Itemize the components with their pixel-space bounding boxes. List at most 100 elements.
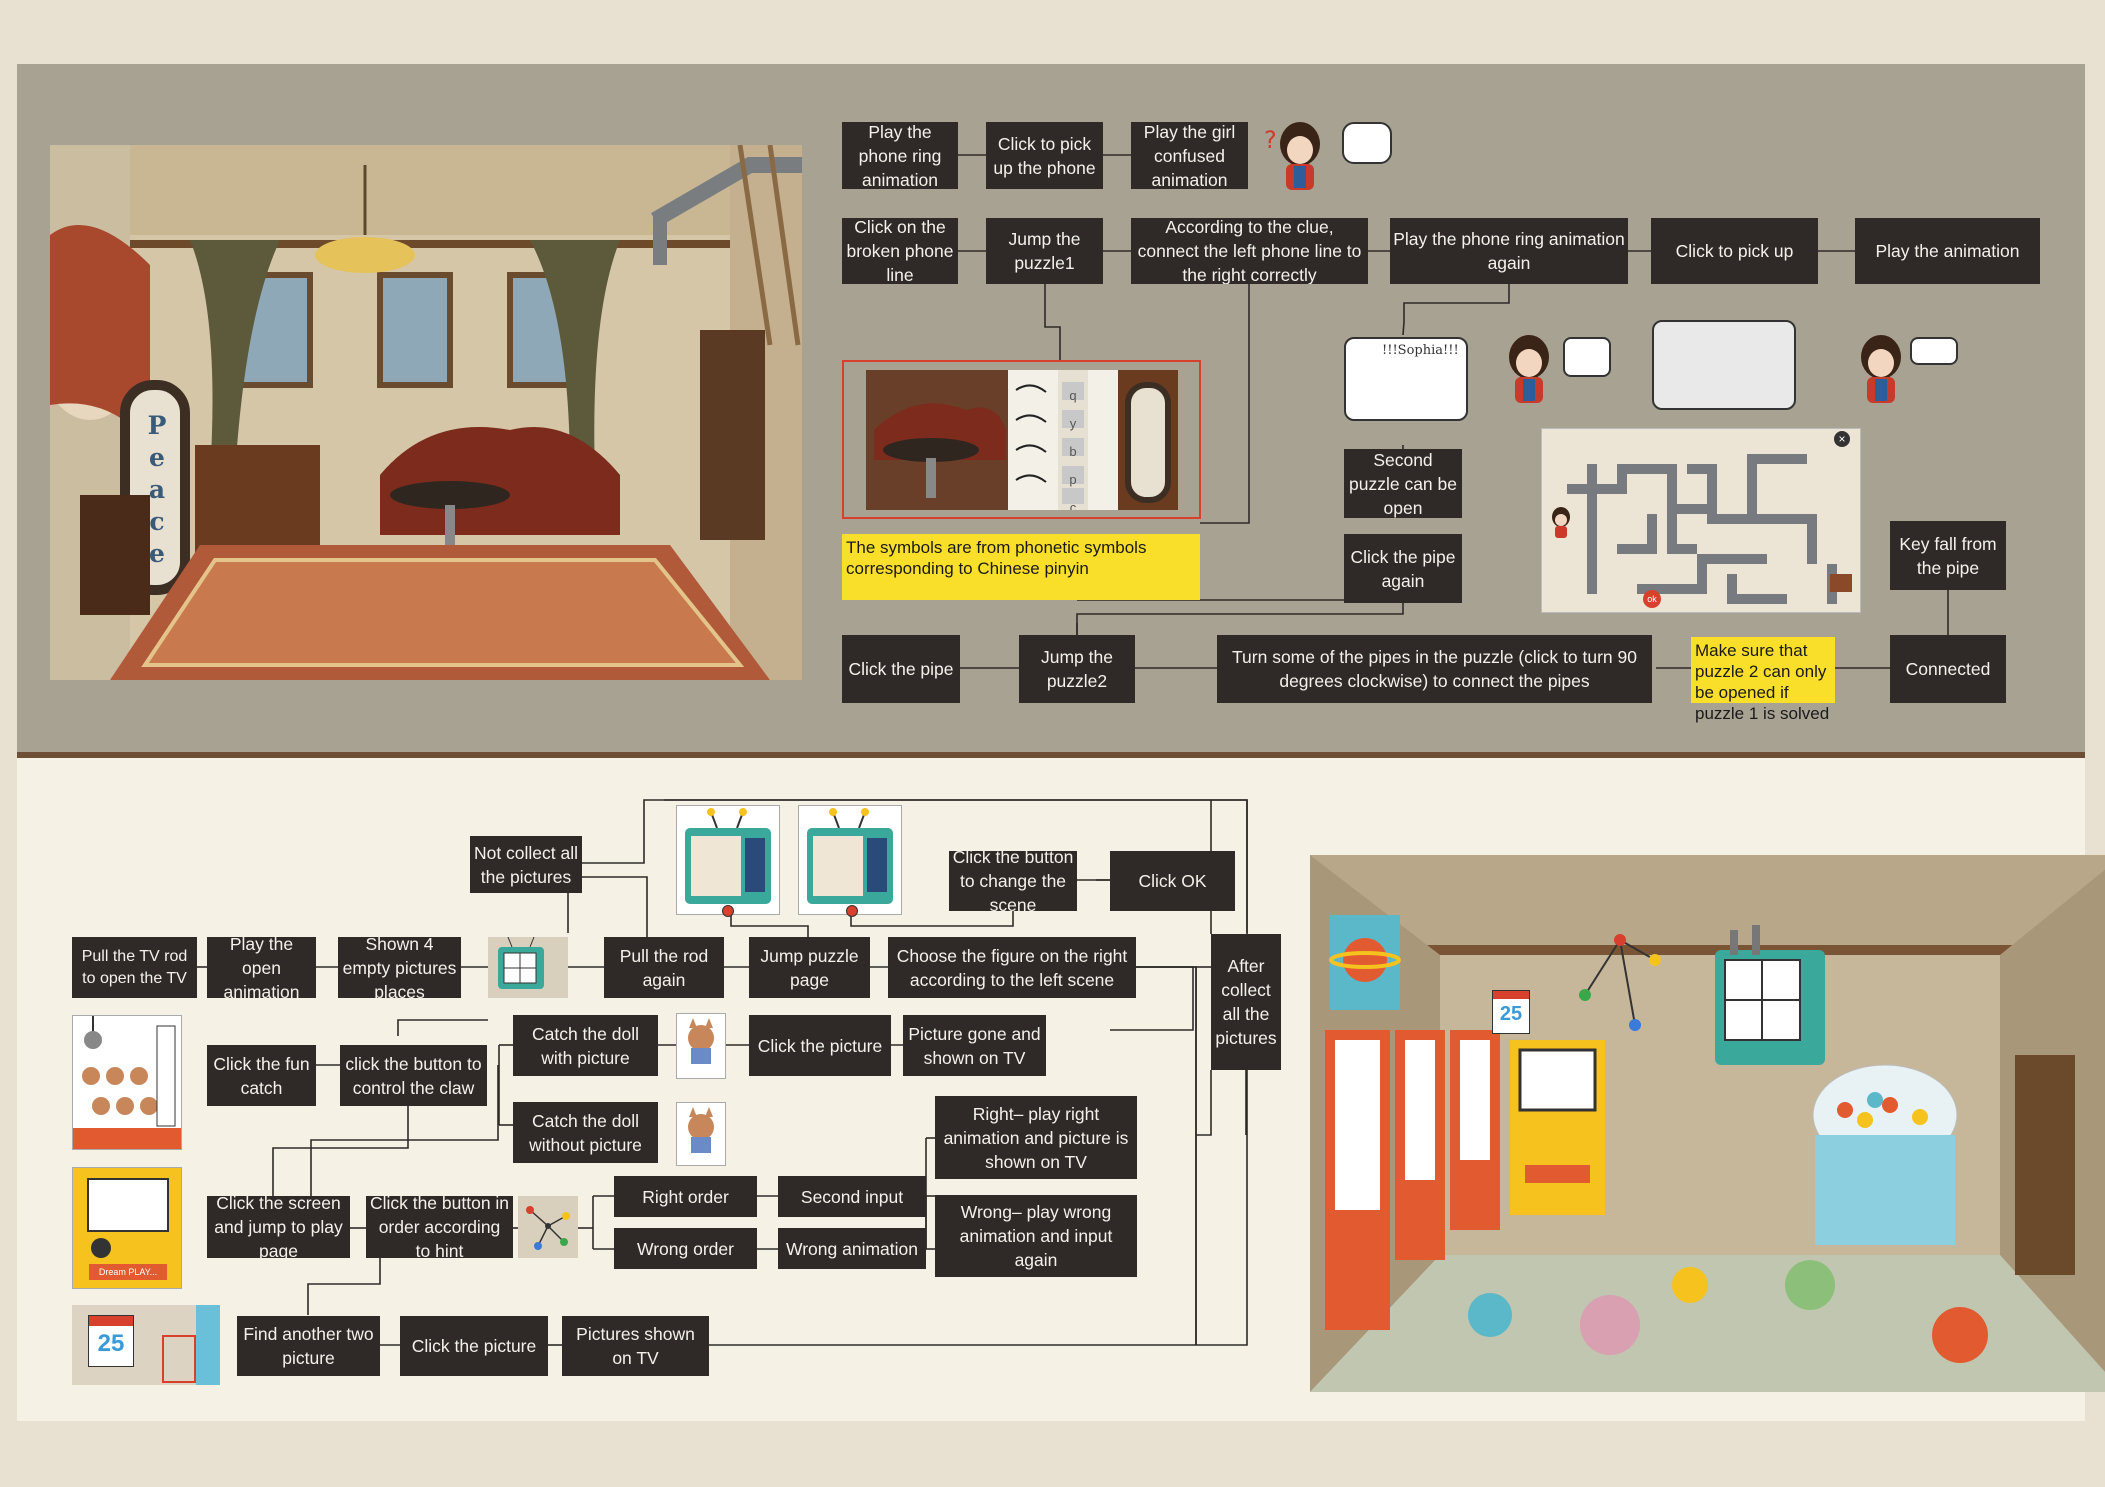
doll-without-picture-thumb xyxy=(676,1102,726,1166)
arcade-play: PLAY... xyxy=(128,1267,158,1277)
connect-phone-line-box: According to the clue, connect the left … xyxy=(1131,218,1368,284)
arcade-brand: Dream xyxy=(98,1267,126,1277)
second-puzzle-box: Second puzzle can be open xyxy=(1344,449,1462,518)
kids-room-calendar-day: 25 xyxy=(1499,1003,1523,1025)
claw-machine-thumb xyxy=(72,1015,182,1150)
find-two-box: Find another two picture xyxy=(237,1316,380,1376)
calendar-highlight xyxy=(162,1335,196,1383)
doll-with-picture-thumb xyxy=(676,1013,726,1079)
not-collect-box: Not collect all the pictures xyxy=(470,836,582,893)
arcade-screen xyxy=(87,1178,169,1232)
click-button-order-box: Click the button in order according to h… xyxy=(366,1196,513,1258)
kids-room-scene: 25 xyxy=(1310,855,2105,1392)
catch-with-box: Catch the doll with picture xyxy=(513,1015,658,1076)
picture-gone-box: Picture gone and shown on TV xyxy=(903,1015,1046,1076)
click-picture-1-box: Click the picture xyxy=(749,1015,891,1076)
tv-thumbnail xyxy=(488,937,568,998)
connected-box: Connected xyxy=(1890,635,2006,703)
turn-pipes-box: Turn some of the pipes in the puzzle (cl… xyxy=(1217,635,1652,703)
puzzle-page-thumb-2 xyxy=(798,805,902,915)
wrong-play-box: Wrong– play wrong animation and input ag… xyxy=(935,1195,1137,1277)
after-collect-box: After collect all the pictures xyxy=(1211,934,1281,1070)
key-fall-box: Key fall from the pipe xyxy=(1890,521,2006,590)
arcade-dial-icon xyxy=(91,1238,111,1258)
click-broken-line-box: Click on the broken phone line xyxy=(842,218,958,284)
pictures-shown-box: Pictures shown on TV xyxy=(562,1316,709,1376)
click-ok-box: Click OK xyxy=(1110,851,1235,911)
confused-girl-figure: ? xyxy=(1262,118,1322,192)
girl-figure-1 xyxy=(1505,335,1553,407)
peace-letter: P xyxy=(147,411,167,440)
pinyin-symbol: y xyxy=(1069,416,1077,431)
puzzle1-screenshot: q y b p c xyxy=(866,370,1178,510)
girl-2-speech-bubble xyxy=(1652,320,1796,410)
right-order-box: Right order xyxy=(614,1176,757,1217)
girl-1-speech-bubble xyxy=(1563,337,1611,377)
panel-divider xyxy=(17,752,2085,758)
pinyin-symbol: b xyxy=(1069,444,1077,459)
pinyin-symbol-column: q y b p c xyxy=(1065,382,1081,510)
calendar-thumb: 25 xyxy=(72,1305,220,1385)
click-control-claw-box: click the button to control the claw xyxy=(340,1045,487,1106)
play-girl-confused-box: Play the girl confused animation xyxy=(1131,122,1248,189)
arcade-machine-thumb: Dream PLAY... xyxy=(72,1167,182,1289)
pinyin-symbol: q xyxy=(1069,388,1077,403)
pipe-puzzle-screenshot: × ok xyxy=(1541,428,1861,613)
jump-puzzle-page-box: Jump puzzle page xyxy=(749,937,870,998)
living-room-scene: P e a c e xyxy=(50,145,802,680)
catch-without-box: Catch the doll without picture xyxy=(513,1102,658,1163)
girl-3-speech-bubble xyxy=(1910,337,1958,365)
click-pipe-box: Click the pipe xyxy=(842,635,960,703)
pull-rod-again-box: Pull the rod again xyxy=(604,937,724,998)
click-change-scene-box: Click the button to change the scene xyxy=(949,851,1077,911)
puzzle-close-icon[interactable]: × xyxy=(1834,431,1850,447)
puzzle-girl-icon xyxy=(1550,507,1572,539)
click-pipe-again-box: Click the pipe again xyxy=(1344,534,1462,603)
wrong-order-box: Wrong order xyxy=(614,1228,757,1269)
sophia-bubble-text: !!!Sophia!!! xyxy=(1382,343,1459,358)
click-pick-up-box: Click to pick up xyxy=(1651,218,1818,284)
play-ring-again-box: Play the phone ring animation again xyxy=(1390,218,1628,284)
jump-puzzle2-box: Jump the puzzle2 xyxy=(1019,635,1135,703)
calendar-day: 25 xyxy=(97,1330,125,1357)
peace-letters: P e a c e xyxy=(145,410,169,570)
thumb-1-indicator xyxy=(722,905,734,917)
play-animation-box: Play the animation xyxy=(1855,218,2040,284)
puzzle2-note: Make sure that puzzle 2 can only be open… xyxy=(1691,637,1835,723)
calendar-icon: 25 xyxy=(88,1315,134,1367)
constellation-hint-thumb xyxy=(518,1196,578,1258)
kids-room-calendar-header xyxy=(1493,991,1529,999)
confused-speech-bubble xyxy=(1342,122,1392,164)
calendar-side-panel xyxy=(196,1305,220,1385)
play-open-box: Play the open animation xyxy=(207,937,316,998)
click-picture-2-box: Click the picture xyxy=(400,1316,548,1376)
puzzle-page-thumb-1 xyxy=(676,805,780,915)
click-screen-box: Click the screen and jump to play page xyxy=(207,1196,350,1258)
peace-letter: c xyxy=(149,507,165,536)
second-input-box: Second input xyxy=(778,1176,926,1217)
click-fun-catch-box: Click the fun catch xyxy=(207,1045,316,1106)
wrong-animation-box: Wrong animation xyxy=(778,1228,926,1269)
choose-figure-box: Choose the figure on the right according… xyxy=(888,937,1136,998)
symbols-note: The symbols are from phonetic symbols co… xyxy=(842,534,1200,600)
pull-tv-box: Pull the TV rod to open the TV xyxy=(72,937,197,998)
sophia-speech-bubble: !!!Sophia!!! xyxy=(1344,337,1468,421)
click-pick-phone-box: Click to pick up the phone xyxy=(986,122,1103,189)
peace-letter: a xyxy=(148,475,166,504)
shown-empty-box: Shown 4 empty pictures places xyxy=(338,937,461,998)
pinyin-symbol: c xyxy=(1069,500,1077,510)
girl-figure-2 xyxy=(1857,335,1905,407)
right-play-box: Right– play right animation and picture … xyxy=(935,1096,1137,1179)
play-phone-ring-box: Play the phone ring animation xyxy=(842,122,958,189)
arcade-label: Dream PLAY... xyxy=(89,1264,167,1280)
peace-letter: e xyxy=(149,539,165,568)
svg-text:?: ? xyxy=(1264,126,1277,154)
thumb-2-indicator xyxy=(846,905,858,917)
kids-room-calendar-icon: 25 xyxy=(1492,990,1530,1034)
puzzle-ok-icon[interactable]: ok xyxy=(1643,590,1661,608)
jump-puzzle1-box: Jump the puzzle1 xyxy=(986,218,1103,284)
calendar-header xyxy=(89,1316,133,1326)
pinyin-symbol: p xyxy=(1069,472,1077,487)
peace-letter: e xyxy=(149,443,165,472)
